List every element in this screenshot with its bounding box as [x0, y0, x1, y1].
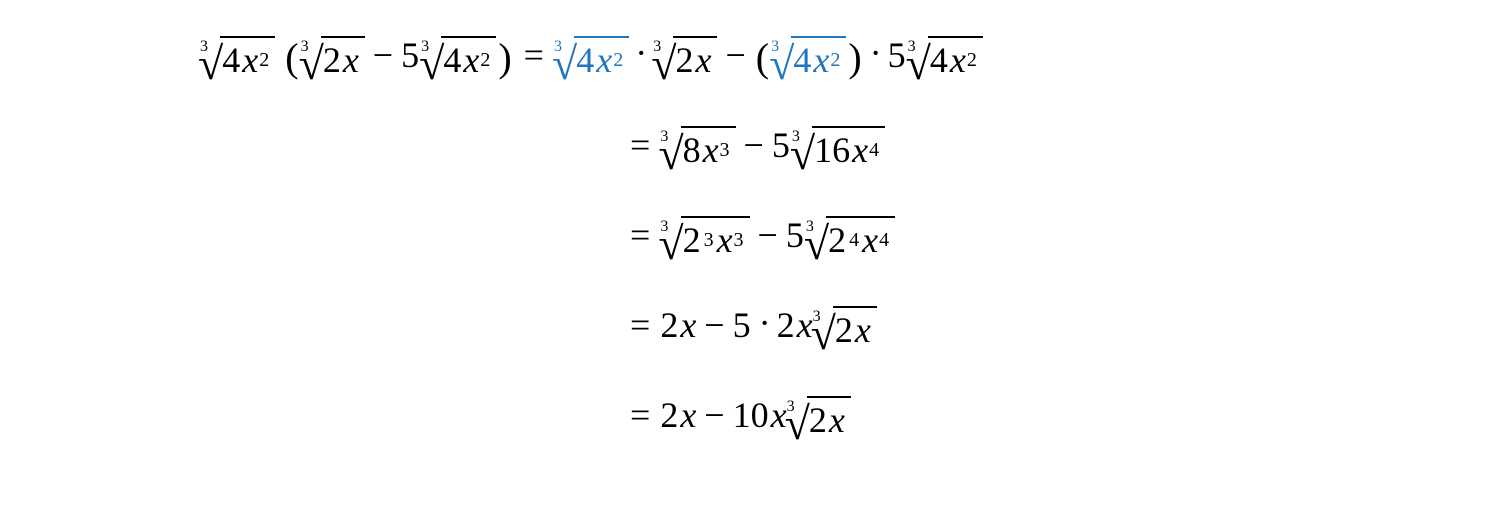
cube-root-highlight: 3 √ 4x2: [554, 30, 629, 80]
cube-root: 3 √ 2x: [813, 300, 877, 350]
equals: =: [514, 34, 554, 76]
cube-root: 3 √ 2x: [787, 390, 851, 440]
line-2: = 3 √ 8x3 − 5 3 √ 16x4: [620, 120, 885, 170]
cube-root: 3 √ 23x3: [660, 210, 749, 260]
line-4: = 2x − 5 · 2x 3 √ 2x: [620, 300, 877, 350]
line-5: = 2x − 10x 3 √ 2x: [620, 390, 851, 440]
cube-root: 3 √ 4x2: [908, 30, 983, 80]
line-1: 3 √ 4x2 ( 3 √ 2x − 5 3 √ 4x2 ) = 3: [200, 30, 983, 80]
cube-root: 3 √ 4x2: [421, 30, 496, 80]
cube-root: 3 √ 24x4: [806, 210, 895, 260]
cube-root: 3 √ 8x3: [660, 120, 735, 170]
math-derivation: 3 √ 4x2 ( 3 √ 2x − 5 3 √ 4x2 ) = 3: [0, 0, 1500, 525]
cube-root: 3 √ 16x4: [792, 120, 885, 170]
rparen: ): [496, 34, 513, 81]
line-3: = 3 √ 23x3 − 5 3 √ 24x4: [620, 210, 895, 260]
cube-root-highlight: 3 √ 4x2: [771, 30, 846, 80]
cube-root: 3 √ 2x: [301, 30, 365, 80]
minus: −: [365, 34, 401, 76]
radical-icon: √: [198, 46, 223, 82]
radicand: 4x2: [220, 36, 275, 80]
cube-root: 3 √ 2x: [653, 30, 717, 80]
dot: ·: [864, 32, 888, 74]
cube-root: 3 √ 4x2: [200, 30, 275, 80]
coefficient: 5: [401, 34, 421, 76]
dot: ·: [629, 32, 653, 74]
minus: −: [717, 34, 753, 76]
